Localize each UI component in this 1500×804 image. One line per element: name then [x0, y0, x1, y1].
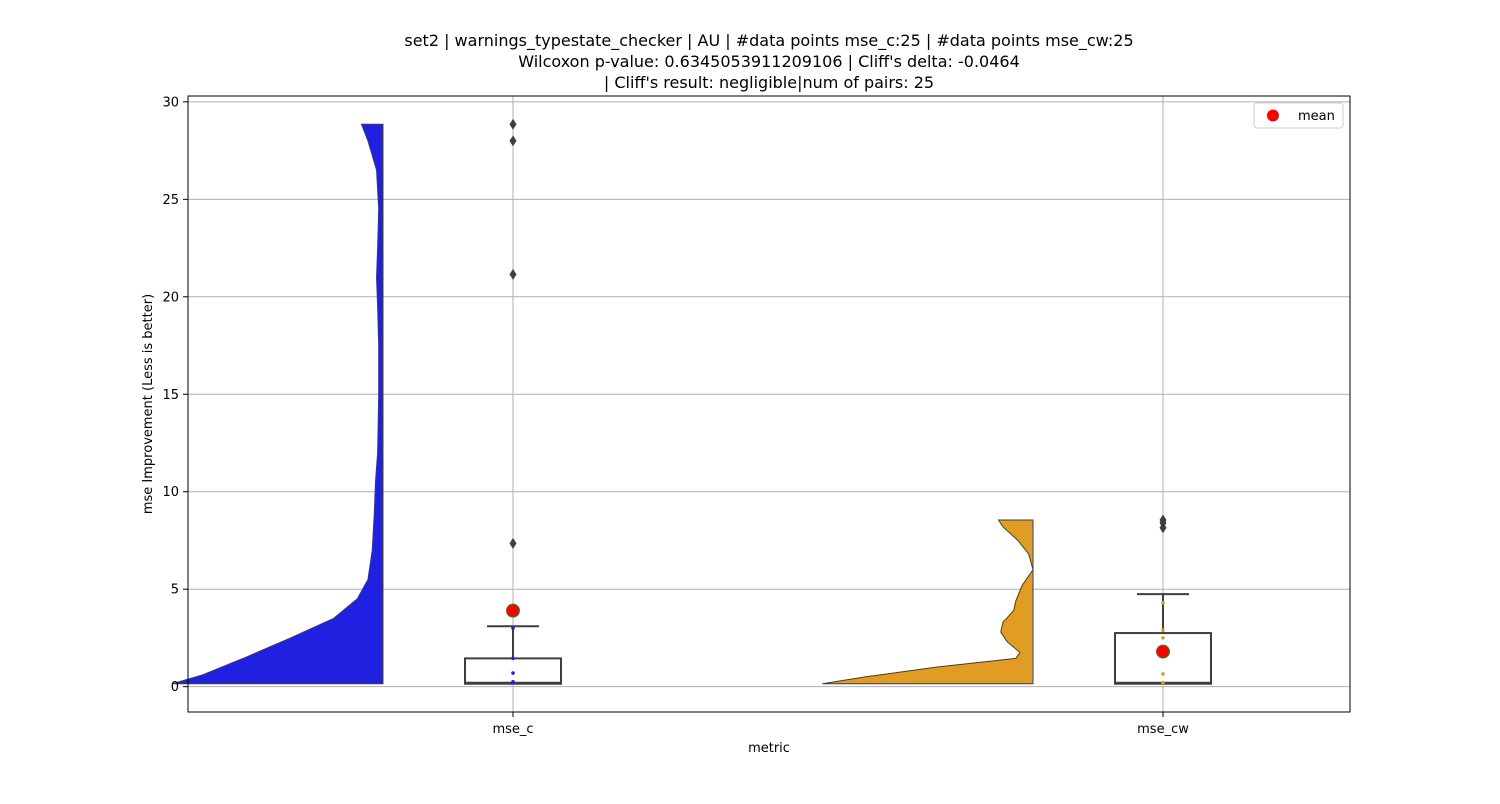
markers [506, 118, 1170, 685]
legend-box [1253, 102, 1344, 129]
legend-mean-marker [1267, 109, 1279, 122]
data-point-mse-c [511, 626, 515, 630]
data-point-mse-c [511, 679, 515, 684]
box-mse-c [464, 657, 562, 685]
y-tick-label: 15 [162, 388, 179, 403]
x-axis-label: metric [748, 741, 790, 756]
mean-marker-mse-c [506, 603, 520, 618]
data-point-mse-cw [1161, 672, 1165, 676]
chart-title-line-2: Wilcoxon p-value: 0.6345053911209106 | C… [518, 52, 1020, 71]
data-point-mse-cw [1161, 636, 1165, 640]
boxplots [464, 593, 1212, 685]
x-tick-label-mse-cw: mse_cw [1137, 722, 1189, 737]
y-axis-label: mse Improvement (Less is better) [141, 294, 156, 514]
data-point-mse-c [511, 656, 515, 661]
outlier-mse-c [509, 135, 517, 147]
y-tick-label: 25 [162, 193, 179, 208]
data-point-mse-cw [1161, 601, 1165, 605]
violin-mse-c [172, 123, 384, 685]
violins [172, 123, 1034, 685]
legend: mean [1253, 102, 1344, 129]
x-tick-label-mse-c: mse_c [492, 722, 533, 737]
chart-title-line-3: | Cliff's result: negligible|num of pair… [604, 73, 934, 92]
x-axis-ticks: mse_c mse_cw [492, 712, 1189, 737]
outlier-mse-c [509, 118, 517, 130]
y-tick-label: 20 [162, 290, 179, 305]
data-point-mse-cw [1161, 680, 1165, 685]
y-tick-label: 10 [162, 485, 179, 500]
data-point-mse-cw [1161, 628, 1165, 632]
outlier-mse-c [509, 268, 517, 280]
violin-mse-cw [822, 519, 1034, 685]
y-tick-label: 5 [171, 583, 179, 598]
mean-marker-mse-cw [1156, 644, 1170, 659]
plot-area-frame [187, 95, 1351, 713]
outlier-mse-cw [1159, 514, 1167, 526]
outlier-mse-c [509, 537, 517, 549]
legend-label-mean: mean [1298, 109, 1335, 124]
y-axis-ticks: 0 5 10 15 20 25 30 [162, 95, 188, 695]
data-point-mse-c [511, 671, 515, 675]
y-tick-label: 0 [171, 680, 179, 695]
y-tick-label: 30 [162, 95, 179, 110]
chart-title-line-1: set2 | warnings_typestate_checker | AU |… [404, 31, 1133, 51]
